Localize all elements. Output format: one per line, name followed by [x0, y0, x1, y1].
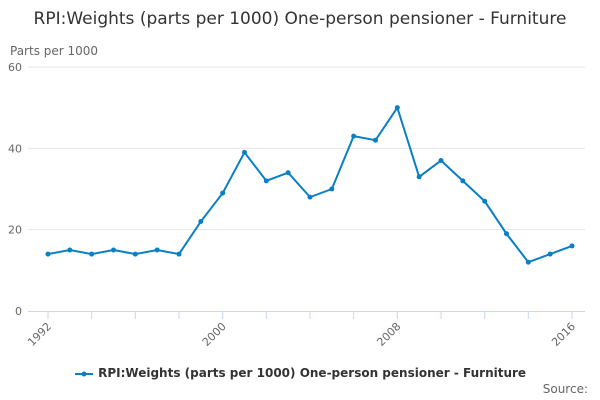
- series-line: [47, 105, 573, 264]
- data-point: [67, 247, 73, 253]
- data-point: [569, 243, 575, 249]
- data-point: [45, 251, 51, 257]
- data-point: [111, 247, 116, 253]
- legend-label: RPI:Weights (parts per 1000) One-person …: [98, 366, 527, 380]
- legend-marker: [74, 371, 93, 376]
- data-point: [329, 186, 335, 192]
- data-point: [242, 149, 247, 155]
- data-point: [460, 178, 466, 184]
- data-point: [198, 219, 204, 225]
- data-point: [482, 198, 488, 204]
- data-point: [132, 251, 138, 257]
- source-label: Source:: [542, 382, 588, 396]
- x-tick-label: 2000: [200, 320, 229, 349]
- data-point: [285, 170, 291, 176]
- data-point: [525, 259, 531, 265]
- data-point: [438, 158, 444, 164]
- chart-title: RPI:Weights (parts per 1000) One-person …: [33, 9, 567, 29]
- data-point: [416, 174, 422, 180]
- x-tick-label: 2016: [549, 320, 578, 349]
- y-tick-label: 60: [8, 61, 22, 74]
- x-tick-label: 2008: [374, 320, 403, 349]
- y-tick-label: 20: [8, 224, 22, 237]
- data-point: [351, 133, 357, 139]
- y-tick-label: 40: [8, 142, 22, 155]
- data-point: [373, 137, 378, 143]
- y-axis-label: Parts per 1000: [10, 44, 99, 58]
- data-point: [154, 247, 160, 253]
- data-point: [394, 105, 400, 111]
- y-tick-label: 0: [15, 305, 22, 318]
- x-tick-label: 1992: [25, 320, 54, 349]
- data-point: [504, 231, 509, 237]
- data-point: [307, 194, 313, 200]
- data-point: [263, 178, 269, 184]
- legend[interactable]: RPI:Weights (parts per 1000) One-person …: [0, 366, 600, 380]
- data-point: [176, 251, 182, 257]
- data-point: [89, 251, 95, 257]
- data-point: [547, 251, 553, 257]
- data-point: [220, 190, 226, 196]
